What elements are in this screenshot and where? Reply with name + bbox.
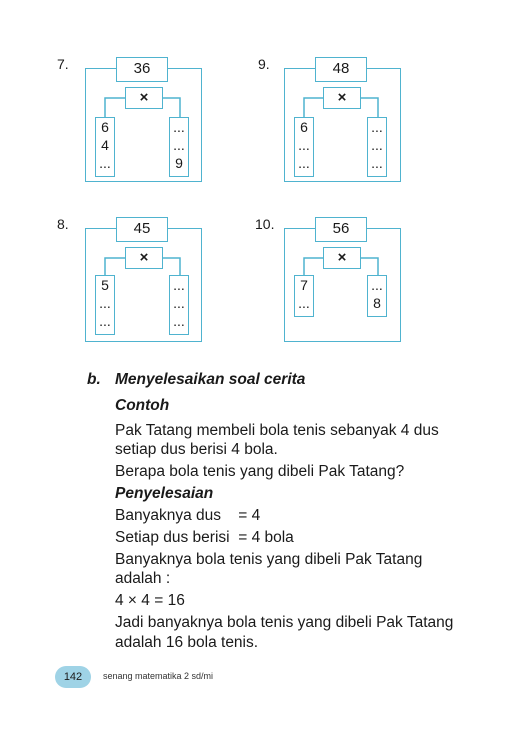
factor-cell: 6: [300, 119, 308, 135]
factor-cell: ...: [99, 313, 111, 329]
problem-number: 7.: [57, 56, 69, 72]
solution-line: adalah :: [115, 570, 171, 587]
left-factor-column: 6 ... ...: [294, 117, 314, 177]
factor-cell: ...: [371, 137, 383, 153]
factor-cell: 8: [373, 295, 381, 311]
factor-cell: ...: [173, 313, 185, 329]
left-factor-column: 7 ...: [294, 275, 314, 317]
example-line: Berapa bola tenis yang dibeli Pak Tatang…: [115, 463, 405, 480]
solution-line: 4 × 4 = 16: [115, 592, 185, 609]
section-label: b.: [87, 371, 101, 388]
left-factor-column: 6 4 ...: [95, 117, 115, 177]
factor-cell: ...: [298, 155, 310, 171]
factor-cell: 7: [300, 277, 308, 293]
factor-cell: ...: [371, 155, 383, 171]
factor-cell: ...: [173, 277, 185, 293]
section-title: Menyelesaikan soal cerita: [115, 371, 306, 388]
product-box: 56: [315, 217, 367, 242]
product-box: 45: [116, 217, 168, 242]
book-title-footer: senang matematika 2 sd/mi: [103, 671, 214, 681]
factor-cell: ...: [173, 119, 185, 135]
example-line: setiap dus berisi 4 bola.: [115, 441, 278, 458]
factor-cell: ...: [371, 277, 383, 293]
problem-number: 9.: [258, 56, 270, 72]
problem-number: 10.: [255, 216, 275, 232]
product-box: 48: [315, 57, 367, 82]
right-factor-column: ... ... 9: [169, 117, 189, 177]
solution-heading: Penyelesaian: [115, 485, 214, 502]
right-factor-column: ... ... ...: [169, 275, 189, 335]
solution-line: Jadi banyaknya bola tenis yang dibeli Pa…: [115, 614, 454, 631]
product-box: 36: [116, 57, 168, 82]
factor-cell: ...: [298, 137, 310, 153]
factor-cell: ...: [371, 119, 383, 135]
multiply-operator: ×: [323, 87, 361, 109]
factor-cell: ...: [298, 295, 310, 311]
page-number-badge: 142: [55, 666, 91, 688]
example-line: Pak Tatang membeli bola tenis sebanyak 4…: [115, 422, 439, 439]
factor-cell: ...: [173, 137, 185, 153]
multiply-operator: ×: [125, 247, 163, 269]
solution-line: Banyaknya bola tenis yang dibeli Pak Tat…: [115, 551, 423, 568]
problem-number: 8.: [57, 216, 69, 232]
multiply-operator: ×: [323, 247, 361, 269]
factor-cell: 4: [101, 137, 109, 153]
right-factor-column: ... 8: [367, 275, 387, 317]
right-factor-column: ... ... ...: [367, 117, 387, 177]
solution-line: Setiap dus berisi = 4 bola: [115, 529, 294, 546]
factor-cell: ...: [99, 295, 111, 311]
solution-line: adalah 16 bola tenis.: [115, 634, 259, 651]
factor-cell: ...: [99, 155, 111, 171]
factor-cell: 6: [101, 119, 109, 135]
factor-cell: 9: [175, 155, 183, 171]
factor-cell: ...: [173, 295, 185, 311]
solution-line: Banyaknya dus = 4: [115, 507, 261, 524]
multiply-operator: ×: [125, 87, 163, 109]
factor-cell: 5: [101, 277, 109, 293]
example-heading: Contoh: [115, 397, 170, 414]
left-factor-column: 5 ... ...: [95, 275, 115, 335]
